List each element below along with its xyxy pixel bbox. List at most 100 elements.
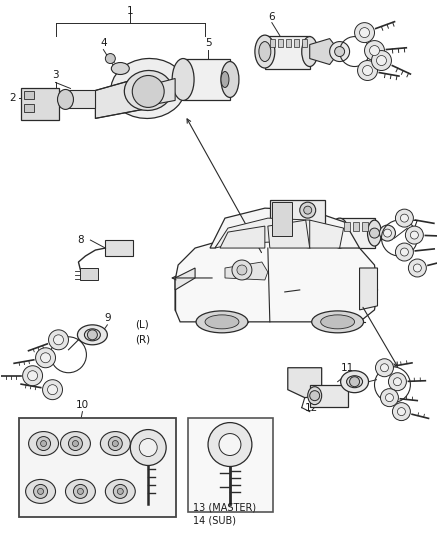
Ellipse shape [259,42,271,61]
Circle shape [400,214,408,222]
Circle shape [381,389,399,407]
Circle shape [112,441,118,447]
Circle shape [41,353,50,363]
Ellipse shape [331,218,349,248]
Text: 6: 6 [268,12,275,22]
Ellipse shape [25,480,56,503]
Bar [278,38,283,46]
Circle shape [108,437,122,450]
Bar [188,417,273,512]
Polygon shape [220,226,265,248]
Circle shape [28,371,38,381]
Circle shape [381,364,389,372]
Ellipse shape [321,315,355,329]
Ellipse shape [60,432,90,456]
Circle shape [219,433,241,456]
Polygon shape [268,220,310,248]
Text: 9: 9 [104,313,111,323]
Text: (R): (R) [135,335,150,345]
Circle shape [130,430,166,465]
Circle shape [406,226,424,244]
Circle shape [113,484,127,498]
Bar [21,88,59,120]
Ellipse shape [312,311,364,333]
Circle shape [397,408,406,416]
Circle shape [300,202,316,218]
Circle shape [68,437,82,450]
Ellipse shape [302,37,318,67]
Circle shape [88,330,97,340]
Ellipse shape [205,315,239,329]
Circle shape [392,402,410,421]
Ellipse shape [100,432,130,456]
Circle shape [310,391,320,401]
Ellipse shape [111,59,186,118]
Polygon shape [175,268,195,290]
Circle shape [132,76,164,108]
Text: 4: 4 [100,38,107,47]
Ellipse shape [172,59,194,100]
Circle shape [48,385,57,394]
Circle shape [139,439,157,456]
Text: 3: 3 [52,70,59,80]
Bar [270,38,275,46]
Circle shape [106,53,115,63]
Circle shape [350,377,360,386]
Text: 11: 11 [341,363,354,373]
Polygon shape [210,208,360,248]
Polygon shape [148,78,175,106]
Bar [106,240,133,256]
Circle shape [330,42,350,61]
Polygon shape [339,218,374,248]
Circle shape [400,248,408,256]
Polygon shape [265,36,310,69]
Circle shape [408,259,426,277]
Circle shape [49,330,68,350]
Text: 14 (SUB): 14 (SUB) [193,515,236,526]
Text: (L): (L) [135,320,149,330]
Ellipse shape [341,371,368,393]
Polygon shape [183,59,230,100]
Circle shape [357,61,378,80]
Polygon shape [225,262,268,280]
Circle shape [370,46,379,55]
Ellipse shape [221,61,239,98]
Circle shape [208,423,252,466]
Circle shape [413,264,421,272]
Text: 10: 10 [76,400,89,410]
Bar [24,104,34,112]
Circle shape [35,348,56,368]
Bar [270,200,325,238]
Bar [361,222,367,231]
Circle shape [371,51,392,70]
Bar [24,92,34,100]
Bar [272,202,292,236]
Ellipse shape [78,325,107,345]
Polygon shape [360,268,378,310]
Polygon shape [175,232,378,322]
Circle shape [23,366,42,386]
Ellipse shape [255,35,275,68]
Ellipse shape [196,311,248,333]
Bar [294,38,299,46]
Circle shape [393,378,401,386]
Circle shape [304,206,312,214]
Bar [286,38,291,46]
Circle shape [53,335,64,345]
Polygon shape [95,76,148,118]
Polygon shape [66,91,95,108]
Text: 15: 15 [288,379,301,390]
Circle shape [410,231,418,239]
Circle shape [355,22,374,43]
Polygon shape [288,368,321,398]
Text: 12: 12 [305,402,318,413]
Circle shape [363,66,372,76]
Bar [310,385,348,407]
Circle shape [117,488,124,495]
Circle shape [232,260,252,280]
Polygon shape [215,218,338,248]
Bar [302,38,307,46]
Text: 13 (MASTER): 13 (MASTER) [193,503,256,512]
Circle shape [396,209,413,227]
Ellipse shape [308,386,321,405]
